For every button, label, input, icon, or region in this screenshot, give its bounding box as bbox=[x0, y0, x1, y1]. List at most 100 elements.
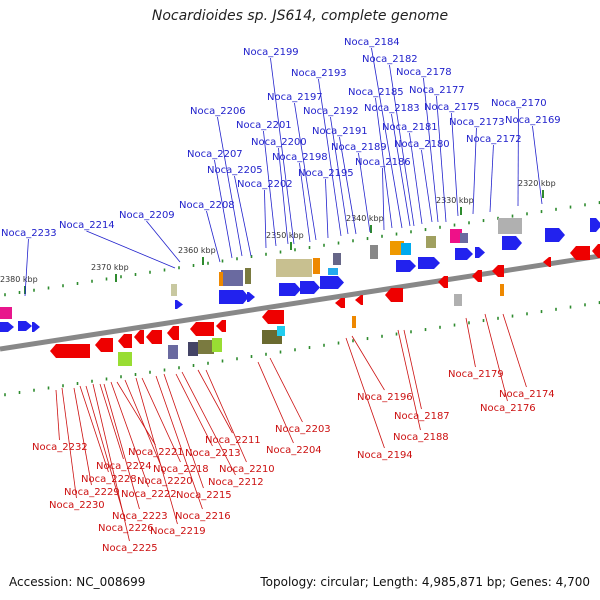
forward-feature-box bbox=[333, 253, 341, 265]
reverse-gene-label: Noca_2204 bbox=[266, 445, 322, 456]
scale-label: 2360 kbp bbox=[178, 246, 216, 255]
forward-gene-label: Noca_2183 bbox=[364, 103, 420, 114]
forward-gene bbox=[545, 228, 565, 242]
forward-leader-line bbox=[436, 95, 447, 223]
reverse-feature-box bbox=[500, 284, 504, 296]
reverse-gene-label: Noca_2221 bbox=[128, 447, 184, 458]
forward-leader-line bbox=[382, 167, 385, 231]
forward-leader-line bbox=[389, 64, 415, 227]
forward-gene-label: Noca_2177 bbox=[409, 85, 465, 96]
reverse-gene-label: Noca_2224 bbox=[96, 461, 152, 472]
forward-feature-box bbox=[328, 268, 338, 275]
reverse-gene-label: Noca_2229 bbox=[64, 487, 120, 498]
forward-leader-line bbox=[263, 130, 277, 247]
forward-gene-label: Noca_2233 bbox=[1, 228, 57, 239]
reverse-feature-box bbox=[352, 316, 356, 328]
reverse-gene bbox=[190, 322, 214, 336]
forward-feature-box bbox=[221, 270, 243, 286]
forward-gene-label: Noca_2173 bbox=[449, 117, 505, 128]
reverse-gene-label: Noca_2174 bbox=[499, 389, 555, 400]
reverse-gene-label: Noca_2215 bbox=[176, 490, 232, 501]
reverse-leader-line bbox=[141, 377, 181, 463]
forward-gene bbox=[502, 236, 522, 250]
forward-gene bbox=[455, 248, 473, 260]
forward-gene-label: Noca_2178 bbox=[396, 67, 452, 78]
forward-leader-line bbox=[24, 238, 29, 297]
accession-text: Accession: NC_008699 bbox=[9, 575, 146, 589]
reverse-leader-line bbox=[175, 373, 213, 447]
forward-leader-line bbox=[234, 175, 252, 257]
reverse-leader-line bbox=[465, 317, 476, 368]
reverse-gene-label: Noca_2218 bbox=[153, 464, 209, 475]
reverse-gene-label: Noca_2196 bbox=[357, 392, 413, 403]
reverse-leader-line bbox=[103, 383, 140, 510]
reverse-gene-label: Noca_2176 bbox=[480, 403, 536, 414]
reverse-leader-line bbox=[85, 385, 126, 522]
reverse-leader-line bbox=[135, 377, 178, 525]
forward-leader-line bbox=[532, 125, 543, 205]
reverse-gene-label: Noca_2228 bbox=[81, 474, 137, 485]
reverse-gene-label: Noca_2188 bbox=[393, 432, 449, 443]
forward-gene bbox=[320, 276, 344, 289]
scale-label: 2320 kbp bbox=[518, 179, 556, 188]
forward-leader-line bbox=[451, 112, 459, 217]
forward-gene-label: Noca_2185 bbox=[348, 87, 404, 98]
forward-gene-label: Noca_2182 bbox=[362, 54, 418, 65]
reverse-gene bbox=[592, 244, 600, 258]
forward-gene-label: Noca_2206 bbox=[190, 106, 246, 117]
reverse-leader-line bbox=[181, 371, 236, 476]
forward-feature-box bbox=[219, 272, 223, 286]
forward-leader-line bbox=[278, 147, 289, 245]
scale-label: 2330 kbp bbox=[436, 196, 474, 205]
reverse-feature-box bbox=[454, 294, 462, 306]
forward-feature-box bbox=[313, 258, 320, 274]
reverse-gene-label: Noca_2222 bbox=[121, 489, 177, 500]
forward-gene bbox=[18, 321, 32, 331]
forward-gene-label: Noca_2191 bbox=[312, 126, 368, 137]
reverse-leader-line bbox=[205, 369, 247, 463]
feature-layer bbox=[0, 218, 600, 366]
forward-gene-label: Noca_2170 bbox=[491, 98, 547, 109]
reverse-gene bbox=[543, 257, 551, 267]
reverse-gene-label: Noca_2187 bbox=[394, 411, 450, 422]
forward-feature-box bbox=[460, 233, 468, 243]
reverse-feature-box bbox=[212, 338, 222, 352]
reverse-gene-label: Noca_2179 bbox=[448, 369, 504, 380]
reverse-gene-label: Noca_2210 bbox=[219, 464, 275, 475]
forward-gene-label: Noca_2208 bbox=[179, 200, 235, 211]
forward-leader-line bbox=[423, 77, 439, 223]
reverse-leader-line bbox=[92, 383, 130, 542]
forward-gene bbox=[300, 281, 320, 294]
reverse-leader-line bbox=[99, 383, 124, 460]
forward-gene bbox=[0, 322, 14, 332]
reverse-gene-label: Noca_2223 bbox=[112, 511, 168, 522]
reverse-leader-line bbox=[61, 387, 77, 499]
reverse-gene bbox=[50, 344, 90, 358]
forward-leader-line bbox=[206, 210, 221, 263]
reverse-gene-label: Noca_2232 bbox=[32, 442, 88, 453]
forward-gene-label: Noca_2175 bbox=[424, 102, 480, 113]
forward-gene-label: Noca_2189 bbox=[331, 142, 387, 153]
forward-leader-line bbox=[299, 162, 311, 243]
scale-label: 2370 kbp bbox=[91, 263, 129, 272]
reverse-leader-line bbox=[55, 389, 60, 441]
reverse-leader-line bbox=[257, 361, 294, 444]
forward-leader-line bbox=[330, 116, 349, 235]
reverse-gene-label: Noca_2213 bbox=[185, 448, 241, 459]
reverse-gene bbox=[262, 310, 284, 324]
reverse-gene-label: Noca_2211 bbox=[205, 435, 261, 446]
forward-feature-box bbox=[498, 218, 522, 234]
forward-gene bbox=[32, 322, 40, 332]
reverse-gene bbox=[570, 246, 590, 260]
reverse-gene-label: Noca_2220 bbox=[137, 476, 193, 487]
forward-feature-box bbox=[450, 229, 462, 243]
forward-gene bbox=[219, 290, 249, 304]
reverse-gene bbox=[134, 330, 144, 344]
forward-leader-line bbox=[270, 57, 295, 245]
reverse-gene bbox=[438, 276, 448, 288]
forward-leader-line bbox=[421, 149, 433, 223]
reverse-gene bbox=[335, 298, 345, 308]
reverse-leader-line bbox=[484, 313, 508, 402]
reverse-gene-label: Noca_2216 bbox=[175, 511, 231, 522]
